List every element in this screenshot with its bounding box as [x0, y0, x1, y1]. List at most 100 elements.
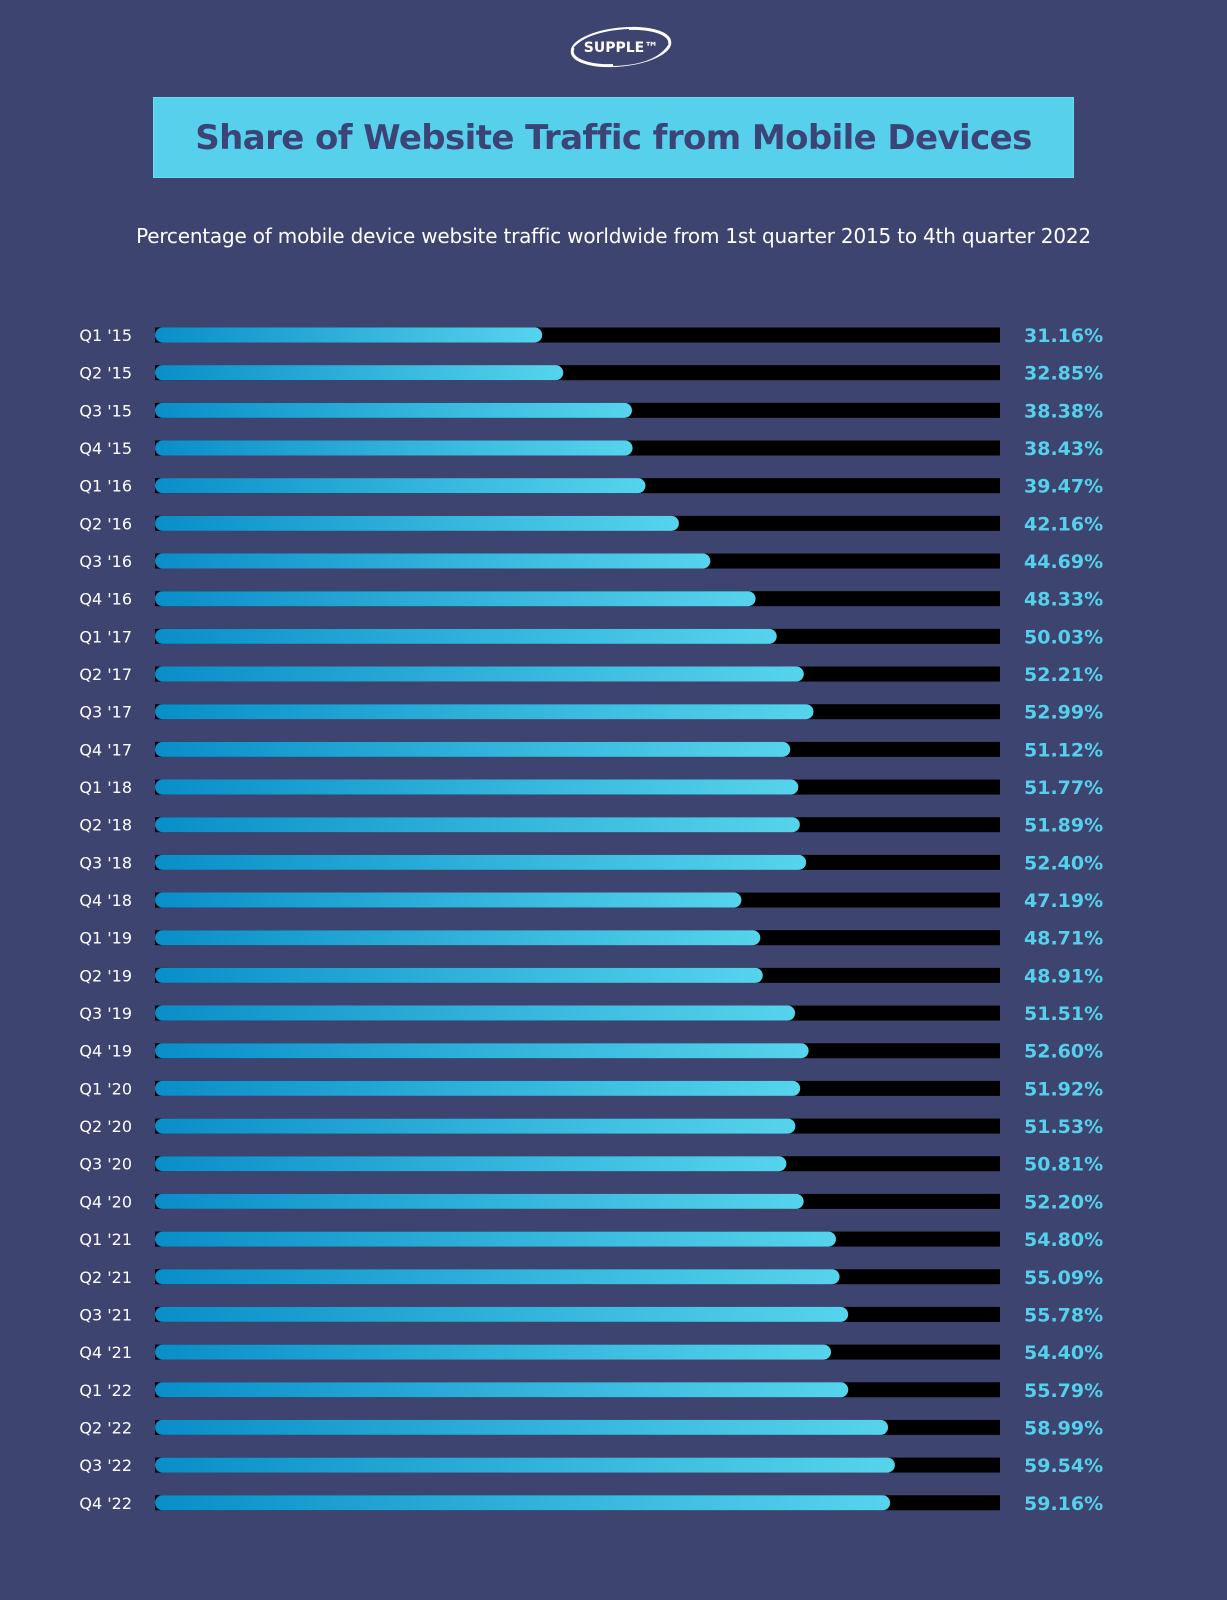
value-label: 54.80% [1024, 1229, 1103, 1251]
bar-fill [155, 1306, 849, 1322]
bar-row: Q3 '17 52.99% [79, 702, 1103, 724]
category-label: Q1 '22 [79, 1381, 132, 1400]
category-label: Q4 '22 [79, 1494, 132, 1513]
bar-fill [155, 478, 646, 494]
bar-row: Q2 '17 52.21% [79, 664, 1103, 686]
value-label: 50.81% [1024, 1154, 1103, 1176]
value-label: 52.21% [1024, 664, 1103, 686]
value-label: 51.51% [1024, 1003, 1103, 1025]
bar-fill [155, 817, 800, 833]
bar-row: Q2 '19 48.91% [79, 965, 1103, 987]
bar-row: Q4 '22 59.16% [79, 1493, 1103, 1515]
bar-row: Q1 '22 55.79% [79, 1380, 1103, 1402]
category-label: Q4 '17 [79, 740, 132, 759]
value-label: 44.69% [1024, 551, 1103, 573]
bar-row: Q4 '17 51.12% [79, 739, 1103, 761]
bar-fill [155, 892, 742, 908]
bar-row: Q2 '15 32.85% [79, 363, 1103, 385]
supple-logo: SUPPLE™ [570, 26, 672, 68]
category-label: Q3 '21 [79, 1305, 132, 1324]
bar-fill [155, 515, 679, 531]
bar-fill [155, 930, 761, 946]
bar-fill [155, 666, 804, 682]
category-label: Q4 '16 [79, 590, 132, 609]
value-label: 55.78% [1024, 1304, 1103, 1326]
bar-row: Q4 '19 52.60% [79, 1041, 1103, 1063]
bar-fill [155, 1457, 895, 1473]
bar-fill [155, 854, 807, 870]
value-label: 51.92% [1024, 1078, 1103, 1100]
category-label: Q4 '21 [79, 1343, 132, 1362]
bar-row: Q1 '21 54.80% [79, 1229, 1103, 1251]
category-label: Q3 '18 [79, 853, 132, 872]
bar-fill [155, 741, 791, 757]
category-label: Q4 '15 [79, 439, 132, 458]
value-label: 48.91% [1024, 965, 1103, 987]
category-label: Q4 '20 [79, 1192, 132, 1211]
category-label: Q3 '17 [79, 703, 132, 722]
bar-row: Q2 '18 51.89% [79, 815, 1103, 837]
value-label: 48.71% [1024, 928, 1103, 950]
bar-row: Q4 '18 47.19% [79, 890, 1103, 912]
value-label: 38.43% [1024, 438, 1103, 460]
category-label: Q3 '19 [79, 1004, 132, 1023]
bar-fill [155, 779, 799, 795]
bar-fill [155, 440, 633, 456]
bar-row: Q3 '18 52.40% [79, 852, 1103, 874]
title-banner: Share of Website Traffic from Mobile Dev… [153, 97, 1074, 178]
bar-row: Q1 '18 51.77% [79, 777, 1103, 799]
value-label: 55.79% [1024, 1380, 1103, 1402]
value-label: 54.40% [1024, 1342, 1103, 1364]
bar-fill [155, 553, 711, 569]
bar-fill [155, 967, 763, 983]
bar-row: Q4 '21 54.40% [79, 1342, 1103, 1364]
value-label: 58.99% [1024, 1417, 1103, 1439]
category-label: Q2 '22 [79, 1418, 132, 1437]
bar-row: Q4 '20 52.20% [79, 1191, 1103, 1213]
value-label: 31.16% [1024, 325, 1103, 347]
bar-fill [155, 1419, 889, 1435]
category-label: Q3 '20 [79, 1155, 132, 1174]
bar-fill [155, 1080, 801, 1096]
bar-row: Q1 '16 39.47% [79, 476, 1103, 498]
bar-fill [155, 1382, 849, 1398]
bar-fill [155, 1495, 891, 1511]
page-title: Share of Website Traffic from Mobile Dev… [195, 117, 1032, 158]
bar-fill [155, 365, 564, 381]
value-label: 55.09% [1024, 1267, 1103, 1289]
bar-fill [155, 1231, 836, 1247]
category-label: Q4 '19 [79, 1042, 132, 1061]
bar-fill [155, 402, 632, 418]
category-label: Q1 '17 [79, 627, 132, 646]
category-label: Q2 '18 [79, 816, 132, 835]
bar-row: Q3 '22 59.54% [79, 1455, 1103, 1477]
category-label: Q1 '16 [79, 477, 132, 496]
bar-row: Q1 '17 50.03% [79, 626, 1103, 648]
value-label: 52.20% [1024, 1191, 1103, 1213]
category-label: Q1 '18 [79, 778, 132, 797]
category-label: Q1 '19 [79, 929, 132, 948]
value-label: 51.53% [1024, 1116, 1103, 1138]
bar-row: Q1 '15 31.16% [79, 325, 1103, 347]
bar-fill [155, 327, 543, 343]
category-label: Q1 '20 [79, 1079, 132, 1098]
bar-row: Q2 '21 55.09% [79, 1267, 1103, 1289]
bar-row: Q3 '20 50.81% [79, 1154, 1103, 1176]
value-label: 52.60% [1024, 1041, 1103, 1063]
chart-subtitle: Percentage of mobile device website traf… [136, 224, 1091, 248]
value-label: 47.19% [1024, 890, 1103, 912]
value-label: 32.85% [1024, 363, 1103, 385]
bar-row: Q2 '16 42.16% [79, 513, 1103, 535]
bar-fill [155, 1043, 809, 1059]
value-label: 59.16% [1024, 1493, 1103, 1515]
category-label: Q1 '21 [79, 1230, 132, 1249]
bar-row: Q2 '20 51.53% [79, 1116, 1103, 1138]
value-label: 59.54% [1024, 1455, 1103, 1477]
value-label: 51.77% [1024, 777, 1103, 799]
category-label: Q2 '20 [79, 1117, 132, 1136]
category-label: Q2 '15 [79, 364, 132, 383]
category-label: Q3 '22 [79, 1456, 132, 1475]
bar-row: Q4 '15 38.43% [79, 438, 1103, 460]
value-label: 38.38% [1024, 400, 1103, 422]
